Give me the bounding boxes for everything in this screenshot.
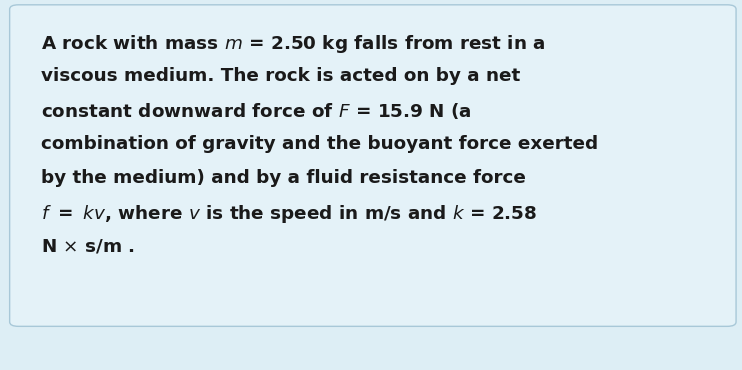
Text: $\mathit{f}$ $\mathbf{=}$ $\mathit{kv}$, where $\mathit{v}$ is the speed in $\ma: $\mathit{f}$ $\mathbf{=}$ $\mathit{kv}$,… bbox=[41, 204, 537, 225]
Text: constant downward force of $\mathit{F}$ = 15.9 $\mathbf{N}$ (a: constant downward force of $\mathit{F}$ … bbox=[41, 101, 472, 121]
FancyBboxPatch shape bbox=[10, 5, 736, 326]
Text: combination of gravity and the buoyant force exerted: combination of gravity and the buoyant f… bbox=[41, 135, 598, 154]
Text: A rock with mass $\mathit{m}$ = 2.50 $\mathbf{kg}$ falls from rest in a: A rock with mass $\mathit{m}$ = 2.50 $\m… bbox=[41, 33, 545, 55]
Text: viscous medium. The rock is acted on by a net: viscous medium. The rock is acted on by … bbox=[41, 67, 520, 85]
Text: $\mathbf{N}$ $\times$ $\mathbf{s/m}$ .: $\mathbf{N}$ $\times$ $\mathbf{s/m}$ . bbox=[41, 238, 135, 256]
Text: by the medium) and by a fluid resistance force: by the medium) and by a fluid resistance… bbox=[41, 169, 525, 188]
